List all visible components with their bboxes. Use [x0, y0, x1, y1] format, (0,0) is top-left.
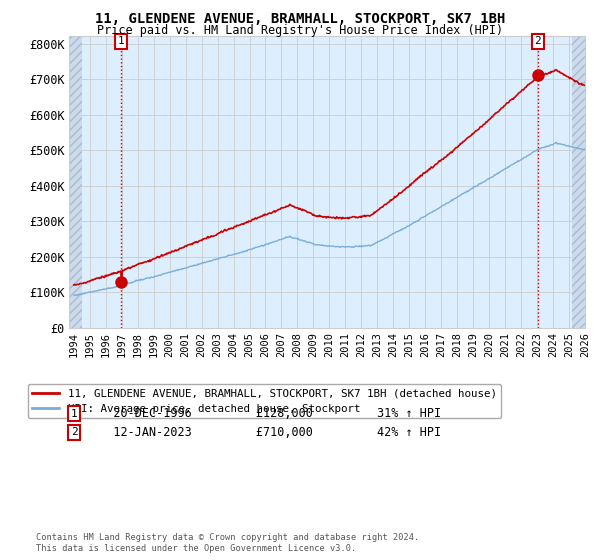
Legend: 11, GLENDENE AVENUE, BRAMHALL, STOCKPORT, SK7 1BH (detached house), HPI: Average: 11, GLENDENE AVENUE, BRAMHALL, STOCKPORT…	[28, 384, 502, 418]
Text: 12-JAN-2023         £710,000         42% ↑ HPI: 12-JAN-2023 £710,000 42% ↑ HPI	[92, 426, 442, 439]
Text: 20-DEC-1996         £128,000         31% ↑ HPI: 20-DEC-1996 £128,000 31% ↑ HPI	[92, 407, 442, 420]
Text: 1: 1	[118, 36, 125, 46]
Bar	[69, 36, 82, 328]
Text: 2: 2	[71, 427, 77, 437]
Text: 2: 2	[535, 36, 541, 46]
Text: 1: 1	[71, 408, 77, 418]
Text: Contains HM Land Registry data © Crown copyright and database right 2024.
This d: Contains HM Land Registry data © Crown c…	[36, 533, 419, 553]
Bar	[572, 36, 585, 328]
Text: Price paid vs. HM Land Registry's House Price Index (HPI): Price paid vs. HM Land Registry's House …	[97, 24, 503, 37]
Text: 11, GLENDENE AVENUE, BRAMHALL, STOCKPORT, SK7 1BH: 11, GLENDENE AVENUE, BRAMHALL, STOCKPORT…	[95, 12, 505, 26]
